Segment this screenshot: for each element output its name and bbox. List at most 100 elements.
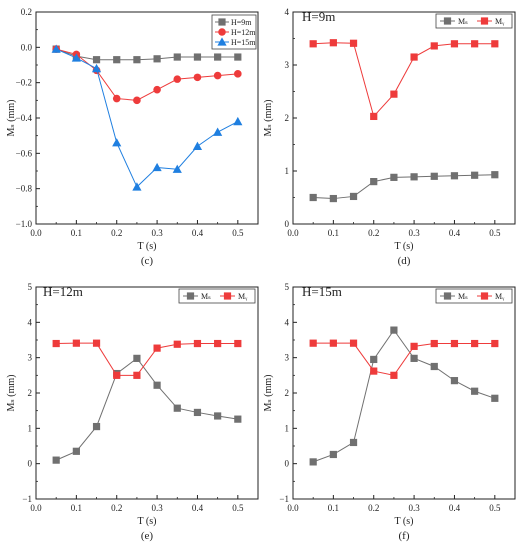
data-point: [410, 173, 418, 181]
data-point: [349, 39, 358, 47]
data-point: [450, 40, 459, 48]
data-point: [193, 408, 202, 417]
data-point: [92, 422, 101, 431]
data-point: [430, 362, 438, 371]
y-axis-label: Mₛ (mm): [6, 375, 17, 412]
data-point: [450, 339, 459, 348]
data-point: [52, 339, 60, 348]
y-axis-label: Mₛ (mm): [263, 375, 274, 412]
x-tick-label: 0.0: [287, 228, 299, 238]
data-point: [471, 171, 479, 179]
series-line: [56, 48, 238, 101]
chart-panel-d: 0.0 0.1 0.2 0.3 0.4 0.5 0 1 2 3 4 T (s) Mₛ (mm) (d) H=…: [263, 7, 516, 267]
series-0: [309, 326, 499, 466]
y-tick-label: 2: [285, 388, 290, 398]
legend-marker: [223, 292, 232, 300]
data-point: [133, 56, 141, 64]
data-point: [491, 171, 499, 179]
panel-label: (d): [398, 255, 411, 267]
data-point: [71, 53, 81, 62]
x-tick-label: 0.1: [328, 228, 339, 238]
x-tick-label: 0.3: [151, 228, 163, 238]
data-point: [390, 173, 398, 181]
series-1: [52, 45, 242, 105]
x-tick-label: 0.2: [111, 228, 122, 238]
data-point: [370, 112, 378, 121]
legend-label: Mᵧ: [238, 292, 248, 301]
data-point: [214, 53, 222, 61]
x-tick-label: 0.4: [192, 503, 204, 513]
data-point: [133, 96, 141, 105]
series-0: [309, 171, 499, 203]
data-point: [450, 377, 459, 385]
data-point: [309, 458, 317, 466]
data-point: [193, 73, 202, 82]
data-point: [430, 339, 438, 348]
data-point: [72, 447, 80, 455]
data-point: [329, 450, 337, 459]
legend-box: [178, 288, 256, 304]
series-line: [55, 357, 238, 461]
series-2: [51, 44, 243, 191]
data-point: [430, 42, 438, 50]
data-point: [173, 404, 181, 412]
data-point: [450, 172, 459, 180]
data-point: [349, 438, 358, 447]
data-point: [132, 182, 142, 191]
data-point: [410, 53, 418, 61]
y-tick-label: 1: [28, 423, 33, 433]
legend-marker: [186, 292, 195, 300]
series-line: [313, 342, 495, 376]
x-tick-label: 0.4: [449, 503, 461, 513]
legend: Mₛ Mᵧ: [178, 288, 256, 304]
y-tick-label: 0.2: [21, 7, 32, 17]
data-point: [213, 71, 222, 80]
legend: Mₛ Mᵧ: [435, 288, 513, 304]
y-tick-label: 5: [28, 282, 33, 292]
y-tick-label: 2: [285, 113, 290, 123]
data-point: [410, 354, 418, 362]
panel-label: (c): [141, 255, 154, 267]
legend-label: H=15m: [231, 38, 256, 47]
data-point: [370, 178, 378, 186]
y-tick-label: −1: [279, 494, 289, 504]
data-point: [133, 354, 141, 362]
series-1: [309, 39, 499, 121]
data-point: [91, 63, 102, 73]
chart-panel-e: 0.0 0.1 0.2 0.3 0.4 0.5 −1 0 1 2 3 4 5 T (s) Mₛ (mm) (e…: [6, 282, 259, 542]
data-point: [112, 138, 122, 147]
chart-panel-c: 0.0 0.1 0.2 0.3 0.4 0.5 −1.0 −0.8 −0.6 −0.4 −0.2 0.…: [6, 7, 259, 267]
legend-marker: [443, 17, 452, 25]
data-point: [153, 85, 161, 94]
y-tick-label: 0.0: [21, 42, 33, 52]
chart-panel-f: 0.0 0.1 0.2 0.3 0.4 0.5 −1 0 1 2 3 4 5 T (s) Mₛ (mm) (f…: [263, 282, 516, 542]
legend-label: Mᵧ: [495, 292, 505, 301]
x-tick-label: 0.2: [368, 228, 379, 238]
legend-marker: [480, 292, 489, 300]
plot-frame: [35, 286, 259, 500]
data-point: [234, 70, 242, 78]
data-point: [193, 53, 202, 61]
data-point: [430, 172, 438, 180]
legend-marker: [218, 28, 226, 36]
legend-label: H=12m: [231, 28, 256, 37]
data-point: [471, 387, 479, 395]
legend-marker: [443, 292, 452, 300]
y-tick-label: 3: [28, 353, 33, 363]
x-tick-label: 0.1: [71, 503, 82, 513]
data-point: [112, 94, 121, 103]
data-point: [390, 371, 398, 379]
y-tick-label: 3: [285, 353, 290, 363]
y-tick-label: 2: [28, 388, 33, 398]
data-point: [214, 339, 222, 348]
x-tick-label: 0.4: [192, 228, 204, 238]
data-point: [113, 371, 121, 379]
data-point: [173, 340, 181, 348]
data-point: [92, 56, 101, 64]
series-line: [55, 48, 239, 188]
legend-box: [435, 288, 513, 304]
y-tick-label: −0.4: [16, 113, 33, 123]
x-tick-label: 0.3: [408, 228, 420, 238]
data-point: [390, 90, 398, 98]
